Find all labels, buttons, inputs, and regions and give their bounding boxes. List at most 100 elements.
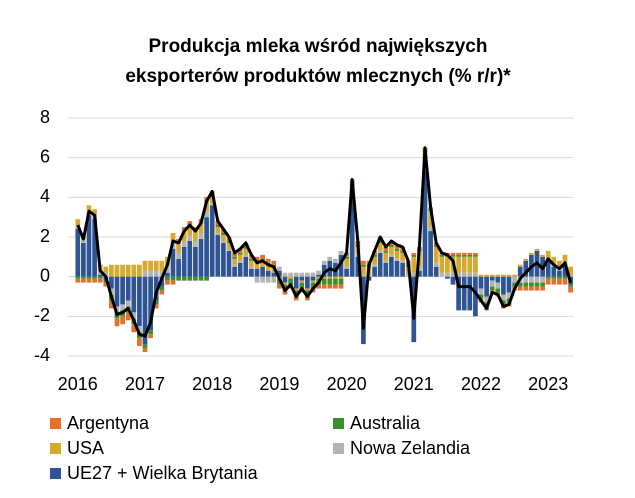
- bar-segment: [249, 268, 254, 277]
- bar-segment: [473, 276, 478, 317]
- bar-segment: [473, 256, 478, 273]
- bar-segment: [355, 256, 361, 277]
- bar-segment: [142, 270, 148, 277]
- bar-segment: [187, 225, 193, 236]
- bar-segment: [226, 250, 232, 277]
- bar-segment: [321, 278, 327, 285]
- bar-segment: [389, 246, 394, 255]
- bar-segment: [439, 254, 445, 257]
- bar-segment: [383, 246, 389, 251]
- bar-segment: [170, 248, 176, 277]
- bar-segment: [187, 240, 193, 277]
- bar-segment: [545, 278, 551, 285]
- total-line: [76, 146, 573, 338]
- bar-segment: [389, 244, 394, 247]
- bar-segment: [260, 266, 265, 277]
- bar-segment: [215, 225, 221, 228]
- bar-segment: [461, 252, 467, 255]
- bar-segment: [461, 256, 467, 273]
- bar-segment: [316, 284, 321, 289]
- bar-segment: [389, 256, 394, 277]
- bar-segment: [165, 280, 170, 285]
- bar-segment: [467, 252, 473, 255]
- bar-segment: [153, 304, 159, 309]
- bar-segment: [249, 258, 254, 261]
- bar-segment: [445, 276, 450, 279]
- bar-segment: [478, 276, 484, 289]
- bar-segment: [506, 292, 512, 299]
- bar-segment: [501, 274, 506, 277]
- bar-segment: [125, 300, 131, 307]
- bar-segment: [433, 266, 439, 277]
- bar-segment: [299, 280, 305, 283]
- bar-segment: [153, 260, 159, 271]
- bar-segment: [344, 256, 349, 259]
- bar-segment: [131, 264, 137, 277]
- bar-segment: [153, 300, 159, 305]
- bar-segment: [81, 278, 86, 283]
- bar-segment: [428, 211, 433, 228]
- bar-segment: [512, 274, 517, 277]
- bar-segment: [265, 276, 271, 283]
- bar-segment: [445, 272, 450, 277]
- y-tick-label: -2: [34, 305, 50, 325]
- bar-segment: [282, 272, 288, 277]
- bar-segment: [512, 282, 517, 287]
- bar-segment: [523, 282, 529, 287]
- legend-swatch: [50, 418, 61, 429]
- bar-segment: [277, 266, 282, 271]
- bar-segment: [142, 276, 148, 345]
- bar-segment: [473, 252, 478, 255]
- bar-segment: [433, 262, 439, 267]
- bar-segment: [232, 266, 237, 277]
- bar-segment: [484, 274, 489, 277]
- legend-swatch: [333, 443, 344, 454]
- legend-label: UE27 + Wielka Brytania: [67, 463, 259, 483]
- bar-segment: [170, 233, 176, 243]
- bar-segment: [204, 217, 209, 277]
- bar-segment: [338, 276, 344, 279]
- bar-segment: [383, 252, 389, 261]
- bar-segment: [204, 276, 209, 281]
- bar-segment: [333, 258, 338, 263]
- bar-segment: [187, 235, 193, 241]
- bar-segment: [310, 276, 316, 281]
- bar-segment: [562, 276, 568, 279]
- bar-segment: [86, 205, 92, 212]
- bar-segment: [209, 197, 215, 204]
- bar-segment: [187, 221, 193, 226]
- chart-title: eksporterów produktów mlecznych (% r/r)*: [125, 66, 511, 87]
- bar-segment: [215, 233, 221, 236]
- bar-segment: [316, 274, 321, 277]
- bar-segment: [349, 195, 355, 277]
- bar-segment: [165, 272, 170, 277]
- bar-segment: [81, 276, 86, 279]
- bar-segment: [165, 266, 170, 273]
- bar-segment: [176, 242, 181, 253]
- bar-segment: [92, 219, 97, 277]
- y-tick-label: -4: [34, 345, 50, 365]
- bar-segment: [529, 276, 534, 283]
- bar-segment: [557, 276, 562, 279]
- bar-segment: [383, 260, 389, 263]
- bar-segment: [265, 270, 271, 277]
- bar-segment: [226, 248, 232, 251]
- bar-segment: [193, 276, 198, 281]
- bar-segment: [271, 260, 277, 265]
- bar-segment: [540, 282, 545, 287]
- bar-segment: [226, 242, 232, 249]
- bar-segment: [333, 284, 338, 289]
- bar-segment: [232, 252, 237, 257]
- bar-segment: [422, 171, 428, 277]
- bar-segment: [506, 274, 512, 277]
- bar-segment: [260, 260, 265, 267]
- bar-segment: [120, 264, 125, 277]
- bar-segment: [299, 272, 305, 277]
- bar-segment: [271, 276, 277, 283]
- legend-label: Argentyna: [67, 413, 150, 433]
- bar-segment: [512, 276, 517, 283]
- bar-segment: [265, 264, 271, 271]
- bar-segment: [461, 276, 467, 311]
- bar-segment: [316, 276, 321, 279]
- bar-segment: [97, 276, 103, 279]
